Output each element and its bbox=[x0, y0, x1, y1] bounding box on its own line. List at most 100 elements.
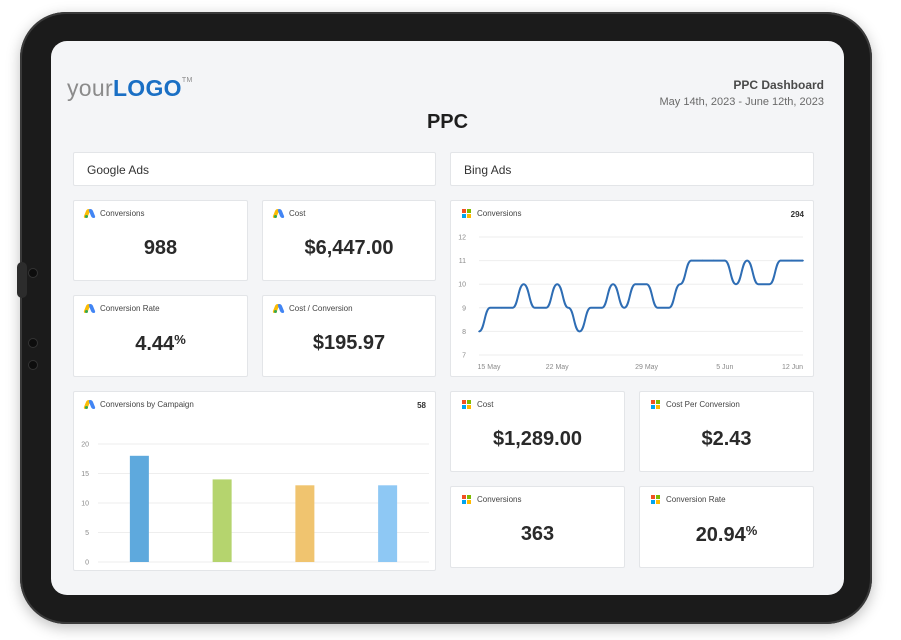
card-header: Cost bbox=[462, 400, 493, 409]
conversions-by-campaign-card[interactable]: Conversions by Campaign 58 05101520Acme … bbox=[73, 391, 436, 571]
metric-value: $195.97 bbox=[312, 332, 386, 354]
data-point bbox=[690, 259, 693, 262]
x-tick-label: 5 Jun bbox=[716, 364, 733, 371]
microsoft-icon bbox=[651, 400, 660, 409]
google-ads-icon bbox=[83, 400, 96, 409]
report-date-range: May 14th, 2023 - June 12th, 2023 bbox=[659, 96, 824, 108]
tablet-camera-dot bbox=[28, 268, 38, 278]
data-point bbox=[779, 259, 782, 262]
data-point bbox=[612, 283, 614, 285]
data-point bbox=[489, 307, 491, 309]
card-label: Cost / Conversion bbox=[289, 304, 353, 313]
data-point bbox=[802, 259, 804, 262]
google-ads-icon bbox=[272, 304, 285, 313]
card-label: Conversions bbox=[477, 209, 522, 218]
tablet-sensor-dot bbox=[28, 360, 38, 370]
microsoft-icon bbox=[462, 495, 471, 504]
chart-total: 58 bbox=[417, 401, 426, 410]
metric-value: $1,289.00 bbox=[493, 428, 582, 450]
microsoft-icon bbox=[462, 209, 471, 218]
campaign-bar bbox=[295, 485, 315, 562]
data-point bbox=[757, 283, 760, 285]
x-tick-label: 12 Jun bbox=[782, 364, 803, 371]
data-point bbox=[746, 259, 748, 262]
data-point bbox=[645, 283, 648, 285]
card-header: Conversions bbox=[462, 495, 521, 504]
card-header: Cost / Conversion bbox=[272, 304, 353, 313]
data-point bbox=[712, 259, 715, 262]
metric-value: 4.44% bbox=[74, 332, 247, 356]
page-title: PPC bbox=[426, 111, 469, 133]
card-header: Conversions bbox=[83, 209, 145, 218]
campaign-bar bbox=[129, 455, 149, 562]
metric-number: 20.94 bbox=[695, 524, 746, 546]
card-header: Conversion Rate bbox=[651, 495, 726, 504]
y-tick-label: 11 bbox=[459, 258, 466, 265]
data-point bbox=[567, 307, 570, 309]
conversions-series-line bbox=[478, 259, 803, 333]
y-tick-label: 5 bbox=[85, 530, 89, 537]
bing-ads-section-header: Bing Ads bbox=[450, 152, 814, 186]
conversions-line-chart: 7 8 9 10 11 12 15 May 22 May 29 May 5 Jun 12 Jun bbox=[458, 235, 804, 371]
logo-brand-text: LOGO bbox=[112, 75, 182, 101]
google-conversion-rate-card[interactable]: Conversion Rate 4.44% bbox=[73, 295, 248, 377]
card-label: Cost bbox=[477, 400, 494, 409]
section-title: Google Ads bbox=[87, 163, 150, 177]
microsoft-icon bbox=[651, 495, 660, 504]
y-tick-label: 15 bbox=[81, 471, 89, 478]
metric-value: $2.43 bbox=[701, 428, 752, 450]
bing-cost-per-conversion-card[interactable]: Cost Per Conversion $2.43 bbox=[639, 391, 814, 472]
data-point bbox=[545, 307, 547, 309]
google-ads-icon bbox=[83, 209, 96, 218]
bing-cost-card[interactable]: Cost $1,289.00 bbox=[450, 391, 625, 472]
card-label: Conversions bbox=[100, 209, 145, 218]
y-tick-label: 0 bbox=[85, 560, 89, 567]
card-label: Conversion Rate bbox=[100, 304, 160, 313]
x-tick-label: 22 May bbox=[546, 364, 569, 371]
data-point bbox=[478, 330, 480, 333]
bing-conversions-chart-card[interactable]: Conversions 294 7 8 9 10 11 12 15 May 22 May 29 … bbox=[450, 200, 814, 377]
data-point bbox=[534, 307, 536, 309]
campaign-bar bbox=[378, 485, 398, 562]
card-label: Conversions bbox=[477, 495, 522, 504]
metric-value: 363 bbox=[520, 523, 555, 545]
section-title: Bing Ads bbox=[464, 163, 512, 177]
bing-conversions-card[interactable]: Conversions 363 bbox=[450, 486, 625, 568]
data-point bbox=[679, 283, 681, 285]
x-tick-label: 15 May bbox=[478, 364, 501, 371]
data-point bbox=[701, 259, 704, 262]
google-cost-per-conversion-card[interactable]: Cost / Conversion $195.97 bbox=[262, 295, 436, 377]
data-point bbox=[623, 307, 626, 309]
tablet-side-button bbox=[17, 262, 27, 298]
data-point bbox=[634, 283, 637, 285]
card-header: Conversions bbox=[462, 209, 521, 218]
bing-conversion-rate-card[interactable]: Conversion Rate 20.94% bbox=[639, 486, 814, 568]
chart-total: 294 bbox=[790, 210, 804, 219]
y-tick-label: 10 bbox=[458, 282, 466, 289]
card-label: Conversions by Campaign bbox=[100, 400, 194, 409]
data-point bbox=[791, 259, 793, 262]
tablet-sensor-dot bbox=[28, 338, 38, 348]
metric-unit: % bbox=[745, 523, 758, 538]
google-ads-icon bbox=[83, 304, 96, 313]
y-tick-label: 7 bbox=[462, 353, 466, 360]
y-tick-label: 8 bbox=[462, 329, 466, 336]
metric-value: $6,447.00 bbox=[304, 237, 394, 259]
campaign-bar bbox=[212, 479, 232, 562]
google-ads-section-header: Google Ads bbox=[73, 152, 436, 186]
metric-value: 20.94% bbox=[640, 523, 813, 547]
microsoft-icon bbox=[462, 400, 471, 409]
report-title: PPC Dashboard bbox=[733, 78, 824, 92]
data-point bbox=[656, 307, 659, 309]
data-point bbox=[556, 283, 559, 285]
data-point bbox=[500, 307, 503, 309]
metric-unit: % bbox=[174, 332, 186, 347]
metric-value: 988 bbox=[143, 237, 178, 259]
y-tick-label: 12 bbox=[458, 235, 466, 242]
google-conversions-card[interactable]: Conversions 988 bbox=[73, 200, 248, 281]
card-header: Conversion Rate bbox=[83, 304, 160, 313]
data-point bbox=[768, 283, 771, 285]
y-tick-label: 20 bbox=[81, 442, 89, 449]
google-cost-card[interactable]: Cost $6,447.00 bbox=[262, 200, 436, 281]
y-tick-label: 9 bbox=[462, 305, 466, 312]
